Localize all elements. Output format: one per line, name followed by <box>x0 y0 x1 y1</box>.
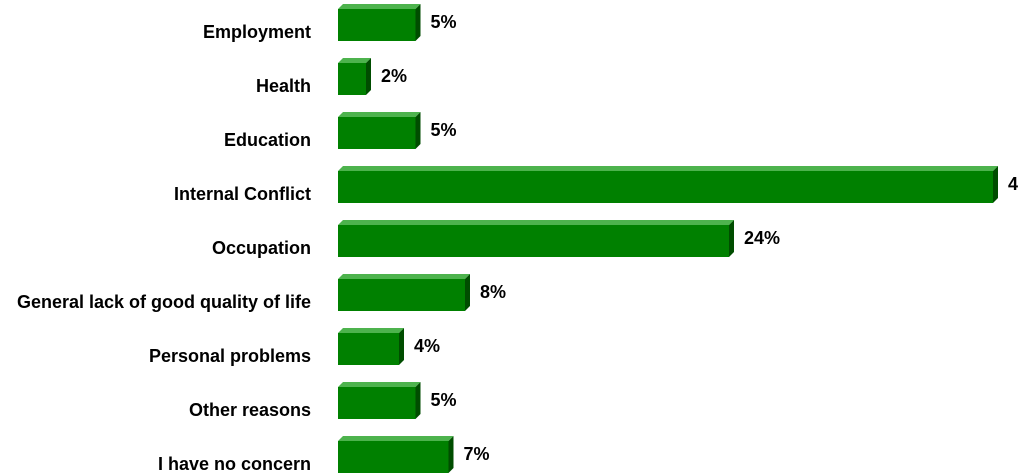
bar-side-face <box>415 4 421 41</box>
bar-front-face <box>338 441 449 473</box>
value-label: 5% <box>431 120 457 140</box>
bar-side-face <box>366 58 371 95</box>
bar-front-face <box>338 117 416 149</box>
value-label: 5% <box>431 390 457 410</box>
bar-front-face <box>338 171 993 203</box>
bar-front-face <box>338 279 465 311</box>
category-label: I have no concern <box>158 454 311 474</box>
bar <box>338 328 404 365</box>
bar-top-face <box>338 220 734 225</box>
bar <box>338 274 470 311</box>
bar-top-face <box>338 166 998 171</box>
bars-layer <box>338 4 998 473</box>
bar-top-face <box>338 112 421 117</box>
bar <box>338 436 454 473</box>
bar <box>338 382 421 419</box>
category-label: Employment <box>203 22 311 42</box>
bar-front-face <box>338 63 366 95</box>
bar-side-face <box>465 274 470 311</box>
bar <box>338 220 734 257</box>
category-label: Education <box>224 130 311 150</box>
bar-top-face <box>338 382 421 387</box>
bar <box>338 166 998 203</box>
value-label: 7% <box>464 444 490 464</box>
value-label: 4% <box>414 336 440 356</box>
bar-top-face <box>338 328 404 333</box>
category-label: Health <box>256 76 311 96</box>
category-label: Occupation <box>212 238 311 258</box>
bar-top-face <box>338 58 371 63</box>
bar-front-face <box>338 387 416 419</box>
bar-top-face <box>338 436 454 441</box>
bar-side-face <box>448 436 454 473</box>
value-label: 4 <box>1008 174 1018 194</box>
bar-front-face <box>338 9 416 41</box>
bar-top-face <box>338 4 421 9</box>
bar <box>338 112 421 149</box>
value-label: 8% <box>480 282 506 302</box>
bar-side-face <box>415 382 421 419</box>
value-label: 5% <box>431 12 457 32</box>
bar-front-face <box>338 333 399 365</box>
bar-side-face <box>399 328 404 365</box>
category-label: General lack of good quality of life <box>17 292 311 312</box>
value-label: 24% <box>744 228 780 248</box>
labels-layer: Employment 5% Health 2% Education 5% Internal … <box>17 12 1018 474</box>
bar-side-face <box>415 112 421 149</box>
category-label: Personal problems <box>149 346 311 366</box>
bar-side-face <box>729 220 734 257</box>
bar-top-face <box>338 274 470 279</box>
bar-side-face <box>993 166 998 203</box>
category-label: Internal Conflict <box>174 184 311 204</box>
bar-front-face <box>338 225 729 257</box>
value-label: 2% <box>381 66 407 86</box>
bar <box>338 58 371 95</box>
bar <box>338 4 421 41</box>
category-label: Other reasons <box>189 400 311 420</box>
